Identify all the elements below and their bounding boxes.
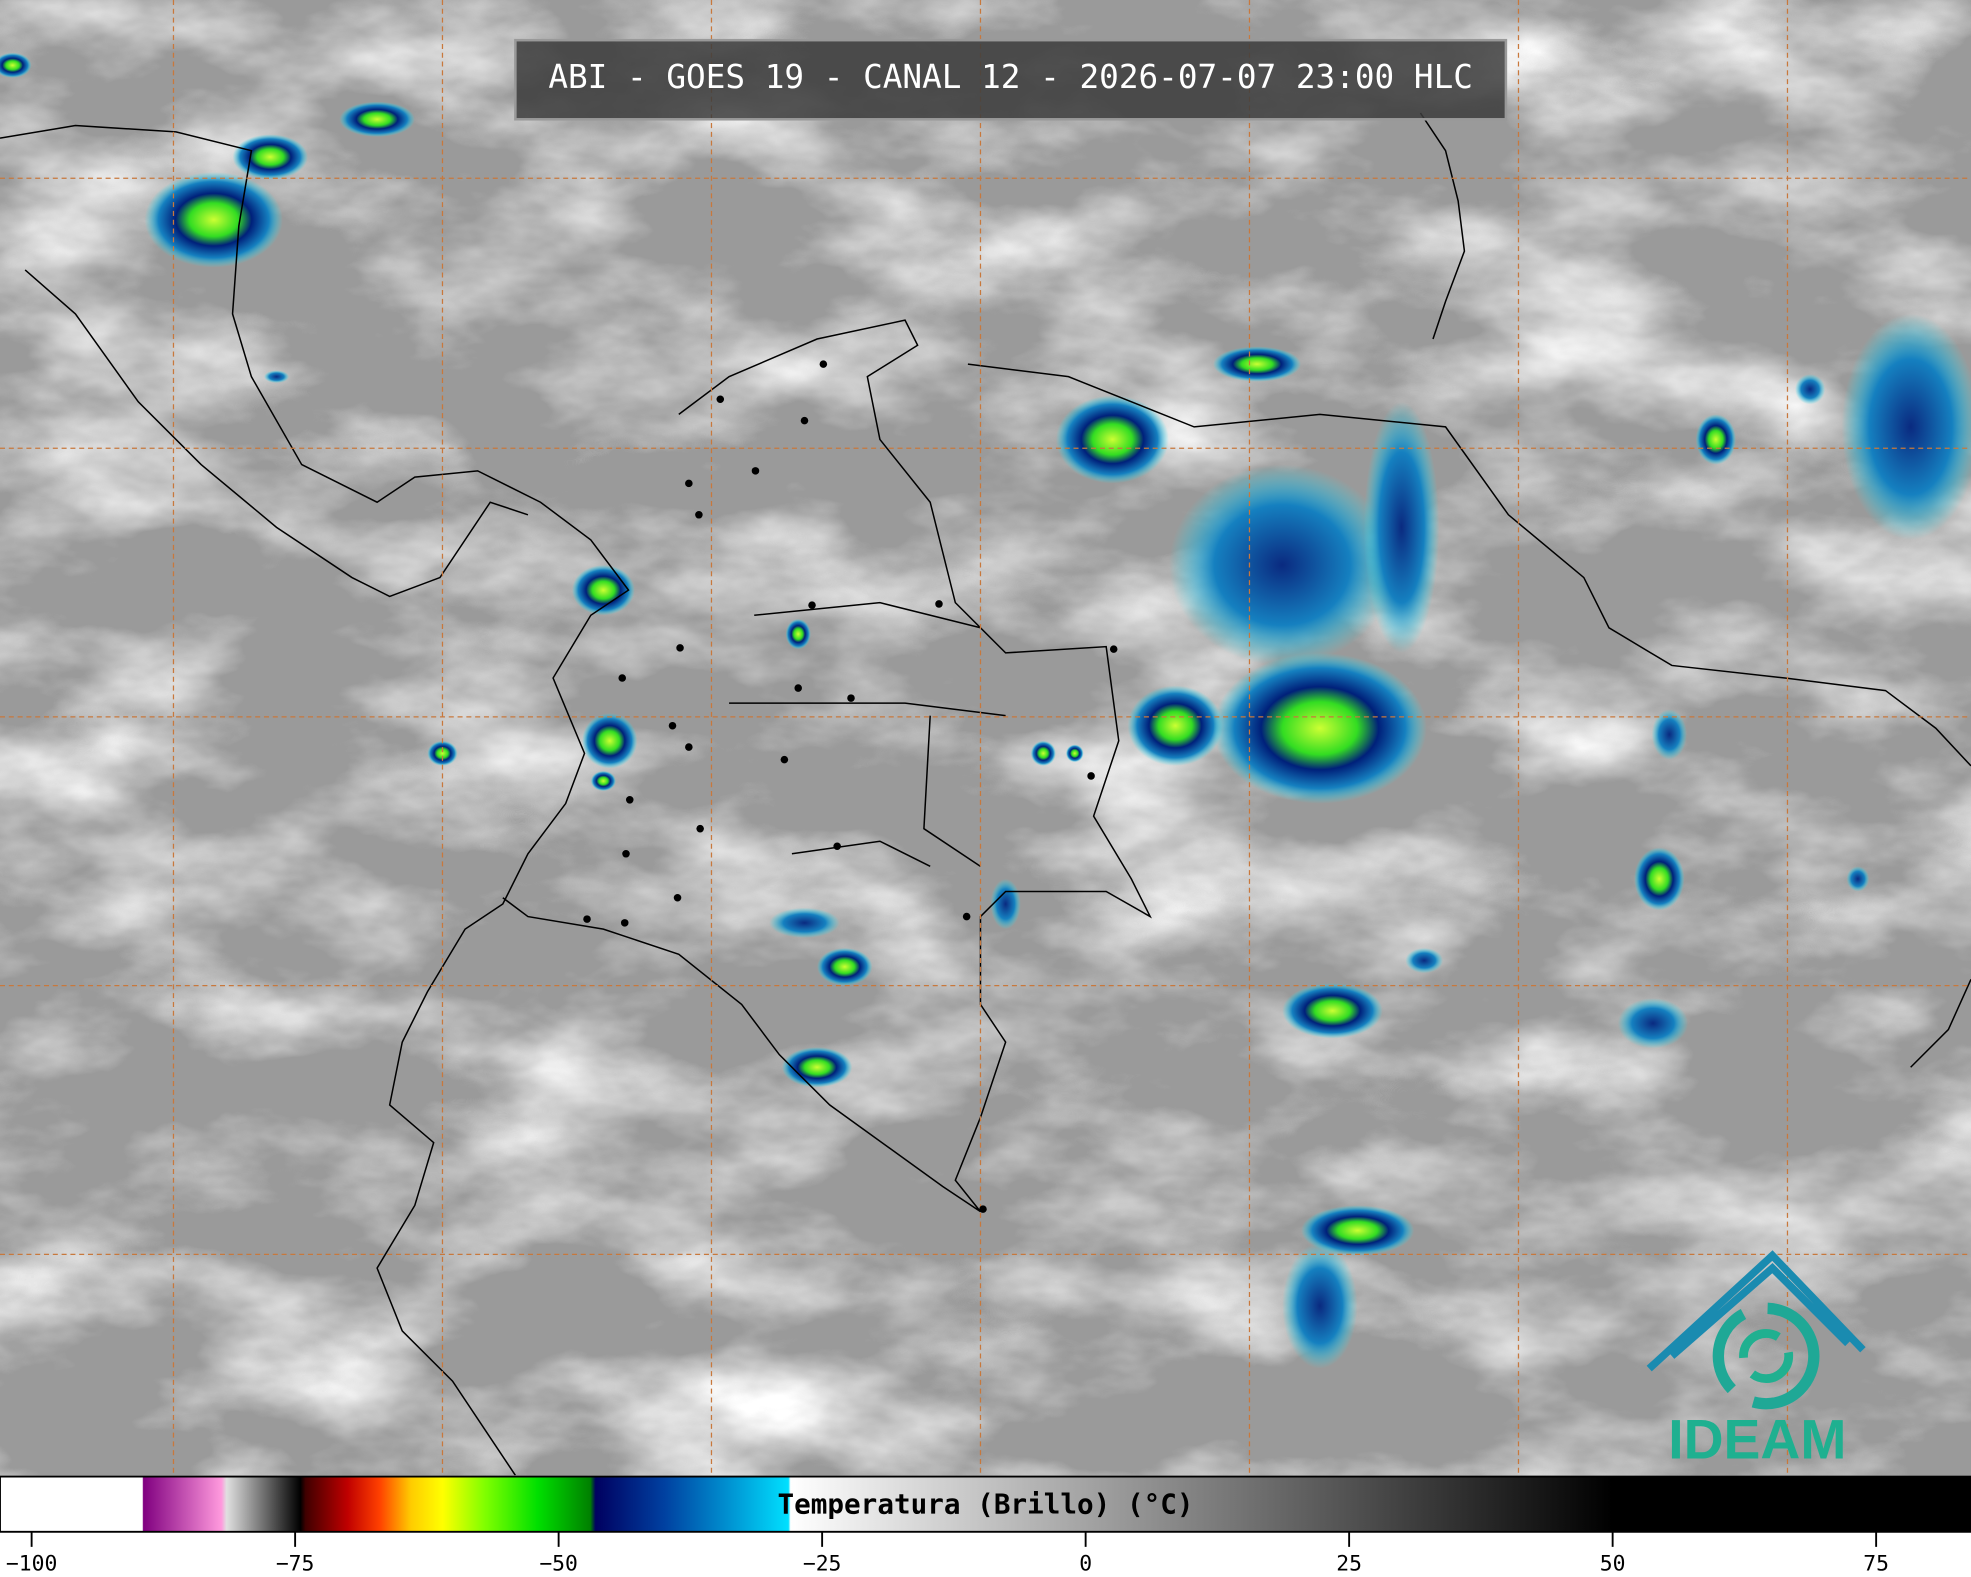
city-dot bbox=[716, 395, 725, 404]
cloud-cell bbox=[1213, 652, 1427, 804]
colorbar-label: Temperatura (Brillo) (°C) bbox=[777, 1487, 1193, 1520]
city-dot bbox=[808, 601, 816, 609]
city-dot bbox=[1087, 772, 1095, 780]
city-dot bbox=[800, 416, 809, 425]
city-dot bbox=[620, 919, 629, 927]
cloud-cell bbox=[590, 770, 616, 792]
cloud-cell bbox=[1282, 1243, 1358, 1369]
city-dot bbox=[962, 912, 971, 921]
logo-swirl bbox=[1712, 1302, 1820, 1410]
cloud-cell bbox=[817, 947, 873, 986]
colorbar-tick-label: 75 bbox=[1863, 1551, 1889, 1576]
logo-roof bbox=[1646, 1250, 1866, 1372]
cloud-cell bbox=[339, 101, 415, 137]
city-dot bbox=[685, 743, 693, 751]
cloud-cell bbox=[144, 172, 283, 268]
cloud-cell bbox=[1169, 464, 1396, 666]
colorbar-tick-label: 25 bbox=[1336, 1551, 1362, 1576]
city-dot bbox=[695, 511, 703, 519]
city-dot bbox=[819, 360, 828, 368]
cloud-cell bbox=[581, 713, 638, 769]
city-dot bbox=[668, 721, 677, 730]
city-dot bbox=[1109, 645, 1118, 653]
cloud-cell bbox=[1841, 313, 1971, 540]
city-dot bbox=[794, 684, 802, 692]
cloud-cell bbox=[990, 878, 1021, 930]
city-dot bbox=[696, 824, 704, 833]
cloud-cell bbox=[1363, 401, 1440, 653]
cloud-cell bbox=[427, 740, 458, 766]
graticule bbox=[0, 0, 1971, 1476]
title-box bbox=[514, 38, 1508, 121]
cloud-texture bbox=[0, 0, 1971, 1476]
cloud-cell bbox=[1127, 685, 1224, 766]
cloud-cell bbox=[1030, 740, 1056, 766]
colorbar-tick-label: 50 bbox=[1600, 1551, 1626, 1576]
city-dot bbox=[847, 694, 855, 702]
city-dot bbox=[673, 893, 682, 902]
city-dot bbox=[622, 850, 630, 858]
city-dot bbox=[685, 479, 693, 488]
colorbar-tick-label: 0 bbox=[1079, 1551, 1092, 1576]
cloud-cell bbox=[1213, 346, 1302, 382]
cloud-cell bbox=[785, 618, 811, 650]
colorbar-tick-label: −25 bbox=[803, 1551, 842, 1576]
cloud-cell bbox=[1795, 374, 1826, 405]
colorbar-tick-label: −100 bbox=[6, 1551, 57, 1576]
cloud-cell bbox=[1651, 709, 1687, 760]
city-dot bbox=[751, 467, 760, 475]
city-dot bbox=[935, 600, 943, 608]
colorbar-tick-label: −75 bbox=[276, 1551, 315, 1576]
city-dot bbox=[676, 644, 684, 652]
colorbar bbox=[0, 1475, 1971, 1533]
cloud-cell bbox=[769, 907, 840, 938]
cloud-cell bbox=[0, 52, 32, 78]
cloud-cell bbox=[1695, 414, 1736, 465]
convective-cells bbox=[0, 52, 1971, 1369]
city-dot bbox=[625, 796, 634, 804]
colorbar-tick-label: −50 bbox=[539, 1551, 578, 1576]
logo: IDEAM bbox=[1646, 1250, 1866, 1471]
cloud-cell bbox=[1301, 1205, 1415, 1256]
city-dot bbox=[618, 674, 626, 682]
logo-eye bbox=[1739, 1329, 1794, 1384]
borders bbox=[0, 112, 1971, 1476]
city-dot bbox=[583, 915, 591, 923]
city-dot bbox=[780, 755, 789, 764]
cloud-cell bbox=[1846, 866, 1870, 892]
cities bbox=[583, 360, 1118, 1213]
logo-text: IDEAM bbox=[1668, 1409, 1846, 1471]
city-dot bbox=[833, 842, 841, 851]
cloud-cell bbox=[1617, 998, 1689, 1049]
cloud-cell bbox=[1405, 947, 1444, 974]
cloud-cell bbox=[232, 134, 308, 180]
colorbar-ticks: −100 −75 −50 −25 0 25 50 75 bbox=[6, 1531, 1889, 1576]
cloud-cell bbox=[1055, 395, 1170, 484]
cloud-cell bbox=[263, 370, 290, 383]
cloud-cell bbox=[1634, 847, 1685, 911]
title: ABI - GOES 19 - CANAL 12 - 2026-07-07 23… bbox=[548, 58, 1473, 96]
cloud-cell bbox=[1065, 744, 1084, 763]
cloud-cell bbox=[1282, 983, 1383, 1039]
city-dot bbox=[979, 1205, 987, 1213]
cloud-cell bbox=[781, 1047, 853, 1088]
